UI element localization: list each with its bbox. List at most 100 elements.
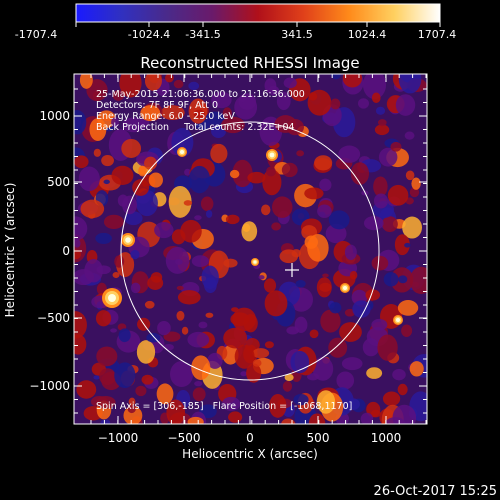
emission-blob — [286, 326, 300, 335]
emission-blob — [401, 324, 413, 337]
emission-blob — [144, 74, 162, 91]
colorbar-ticks — [75, 22, 441, 27]
emission-blob — [319, 178, 332, 192]
emission-blob — [96, 346, 118, 367]
emission-blob — [293, 393, 309, 406]
emission-blob — [198, 321, 208, 329]
x-axis-label: Heliocentric X (arcsec) — [182, 447, 318, 461]
emission-blob — [371, 92, 381, 103]
emission-blob — [344, 244, 357, 261]
emission-blob — [398, 74, 422, 94]
y-tick-label: −500 — [37, 311, 70, 325]
info-line-positions: Spin Axis = [306,-185] Flare Position = … — [96, 401, 352, 412]
emission-blob — [144, 300, 155, 309]
x-tick-label: 0 — [246, 431, 254, 445]
emission-blob — [330, 98, 341, 110]
emission-blob — [371, 255, 389, 271]
emission-blob — [308, 92, 318, 101]
emission-blob — [266, 166, 276, 177]
emission-blob — [341, 357, 363, 371]
emission-blob — [168, 185, 192, 218]
emission-blob — [395, 94, 416, 116]
emission-blob — [381, 216, 398, 233]
emission-blob — [74, 155, 89, 169]
emission-blob — [74, 249, 82, 260]
emission-blob — [362, 74, 387, 100]
emission-blob — [136, 189, 158, 217]
emission-blob — [99, 368, 116, 386]
observation-info: 25-May-2015 21:06:36.000 to 21:16:36.000… — [96, 89, 352, 412]
emission-blob — [173, 79, 184, 89]
emission-blob — [114, 255, 125, 268]
emission-blob — [411, 177, 421, 190]
bright-spot — [108, 294, 116, 302]
emission-blob — [373, 193, 389, 209]
emission-blob — [144, 156, 158, 170]
emission-blob — [210, 143, 228, 164]
emission-blob — [112, 90, 125, 101]
emission-blob — [170, 361, 194, 388]
emission-blob — [100, 419, 111, 424]
emission-blob — [258, 275, 265, 280]
emission-blob — [295, 280, 306, 288]
emission-blob — [184, 168, 191, 176]
emission-blob — [375, 106, 386, 115]
emission-blob — [187, 416, 204, 424]
emission-blob — [328, 210, 350, 230]
emission-blob — [188, 81, 200, 91]
solar-limb-circle — [120, 121, 380, 381]
emission-blob — [373, 176, 388, 197]
emission-blob — [378, 147, 398, 167]
emission-blob — [314, 155, 333, 171]
info-line-detectors: Detectors: 7F 8F 9F, Att 0 — [96, 100, 218, 111]
emission-blob — [163, 343, 174, 351]
emission-blob — [222, 107, 232, 119]
emission-blob — [183, 200, 193, 206]
colorbar-tick-label: 341.5 — [281, 28, 313, 41]
emission-blob — [207, 352, 223, 369]
emission-blob — [330, 74, 342, 80]
info-line-method: Back Projection Total counts: 2.32E+04 — [96, 122, 295, 133]
emission-blob — [223, 258, 238, 268]
emission-blob — [93, 148, 101, 157]
emission-blob — [329, 302, 342, 314]
emission-blob — [110, 328, 117, 333]
colorbar-tick-label: 1024.4 — [348, 28, 387, 41]
emission-blob — [252, 348, 270, 359]
emission-blob — [135, 385, 147, 397]
emission-blob — [193, 109, 205, 118]
emission-blob — [322, 273, 329, 278]
emission-blob — [276, 91, 291, 111]
y-tick-label: 1000 — [39, 109, 70, 123]
emission-blob — [404, 242, 411, 248]
emission-blob — [405, 170, 415, 181]
emission-blob — [252, 359, 262, 367]
emission-blob — [229, 169, 240, 179]
emission-blob — [282, 381, 293, 392]
emission-blob — [111, 165, 134, 186]
emission-blob — [201, 265, 219, 290]
emission-blob — [283, 77, 297, 89]
emission-blob — [205, 209, 213, 218]
emission-blob — [228, 411, 243, 423]
emission-blob — [234, 94, 258, 120]
emission-blob — [84, 258, 103, 283]
emission-blob — [121, 138, 142, 158]
render-timestamp: 26-Oct-2017 15:25 — [374, 484, 497, 499]
emission-blob — [76, 380, 97, 399]
emission-blob — [374, 124, 390, 136]
emission-blob — [157, 320, 171, 336]
emission-blob — [124, 211, 143, 226]
emission-blob — [377, 119, 387, 127]
emission-blob — [187, 331, 210, 348]
emission-blob — [264, 341, 274, 349]
emission-blob — [147, 276, 164, 290]
emission-blob — [225, 214, 240, 225]
emission-blob — [370, 409, 381, 418]
info-line-time: 25-May-2015 21:06:36.000 to 21:16:36.000 — [96, 89, 305, 100]
emission-blob — [200, 196, 214, 211]
x-tick-label: 500 — [307, 431, 330, 445]
bright-spot — [269, 152, 275, 158]
emission-blob — [281, 162, 298, 178]
emission-blob — [296, 150, 305, 157]
